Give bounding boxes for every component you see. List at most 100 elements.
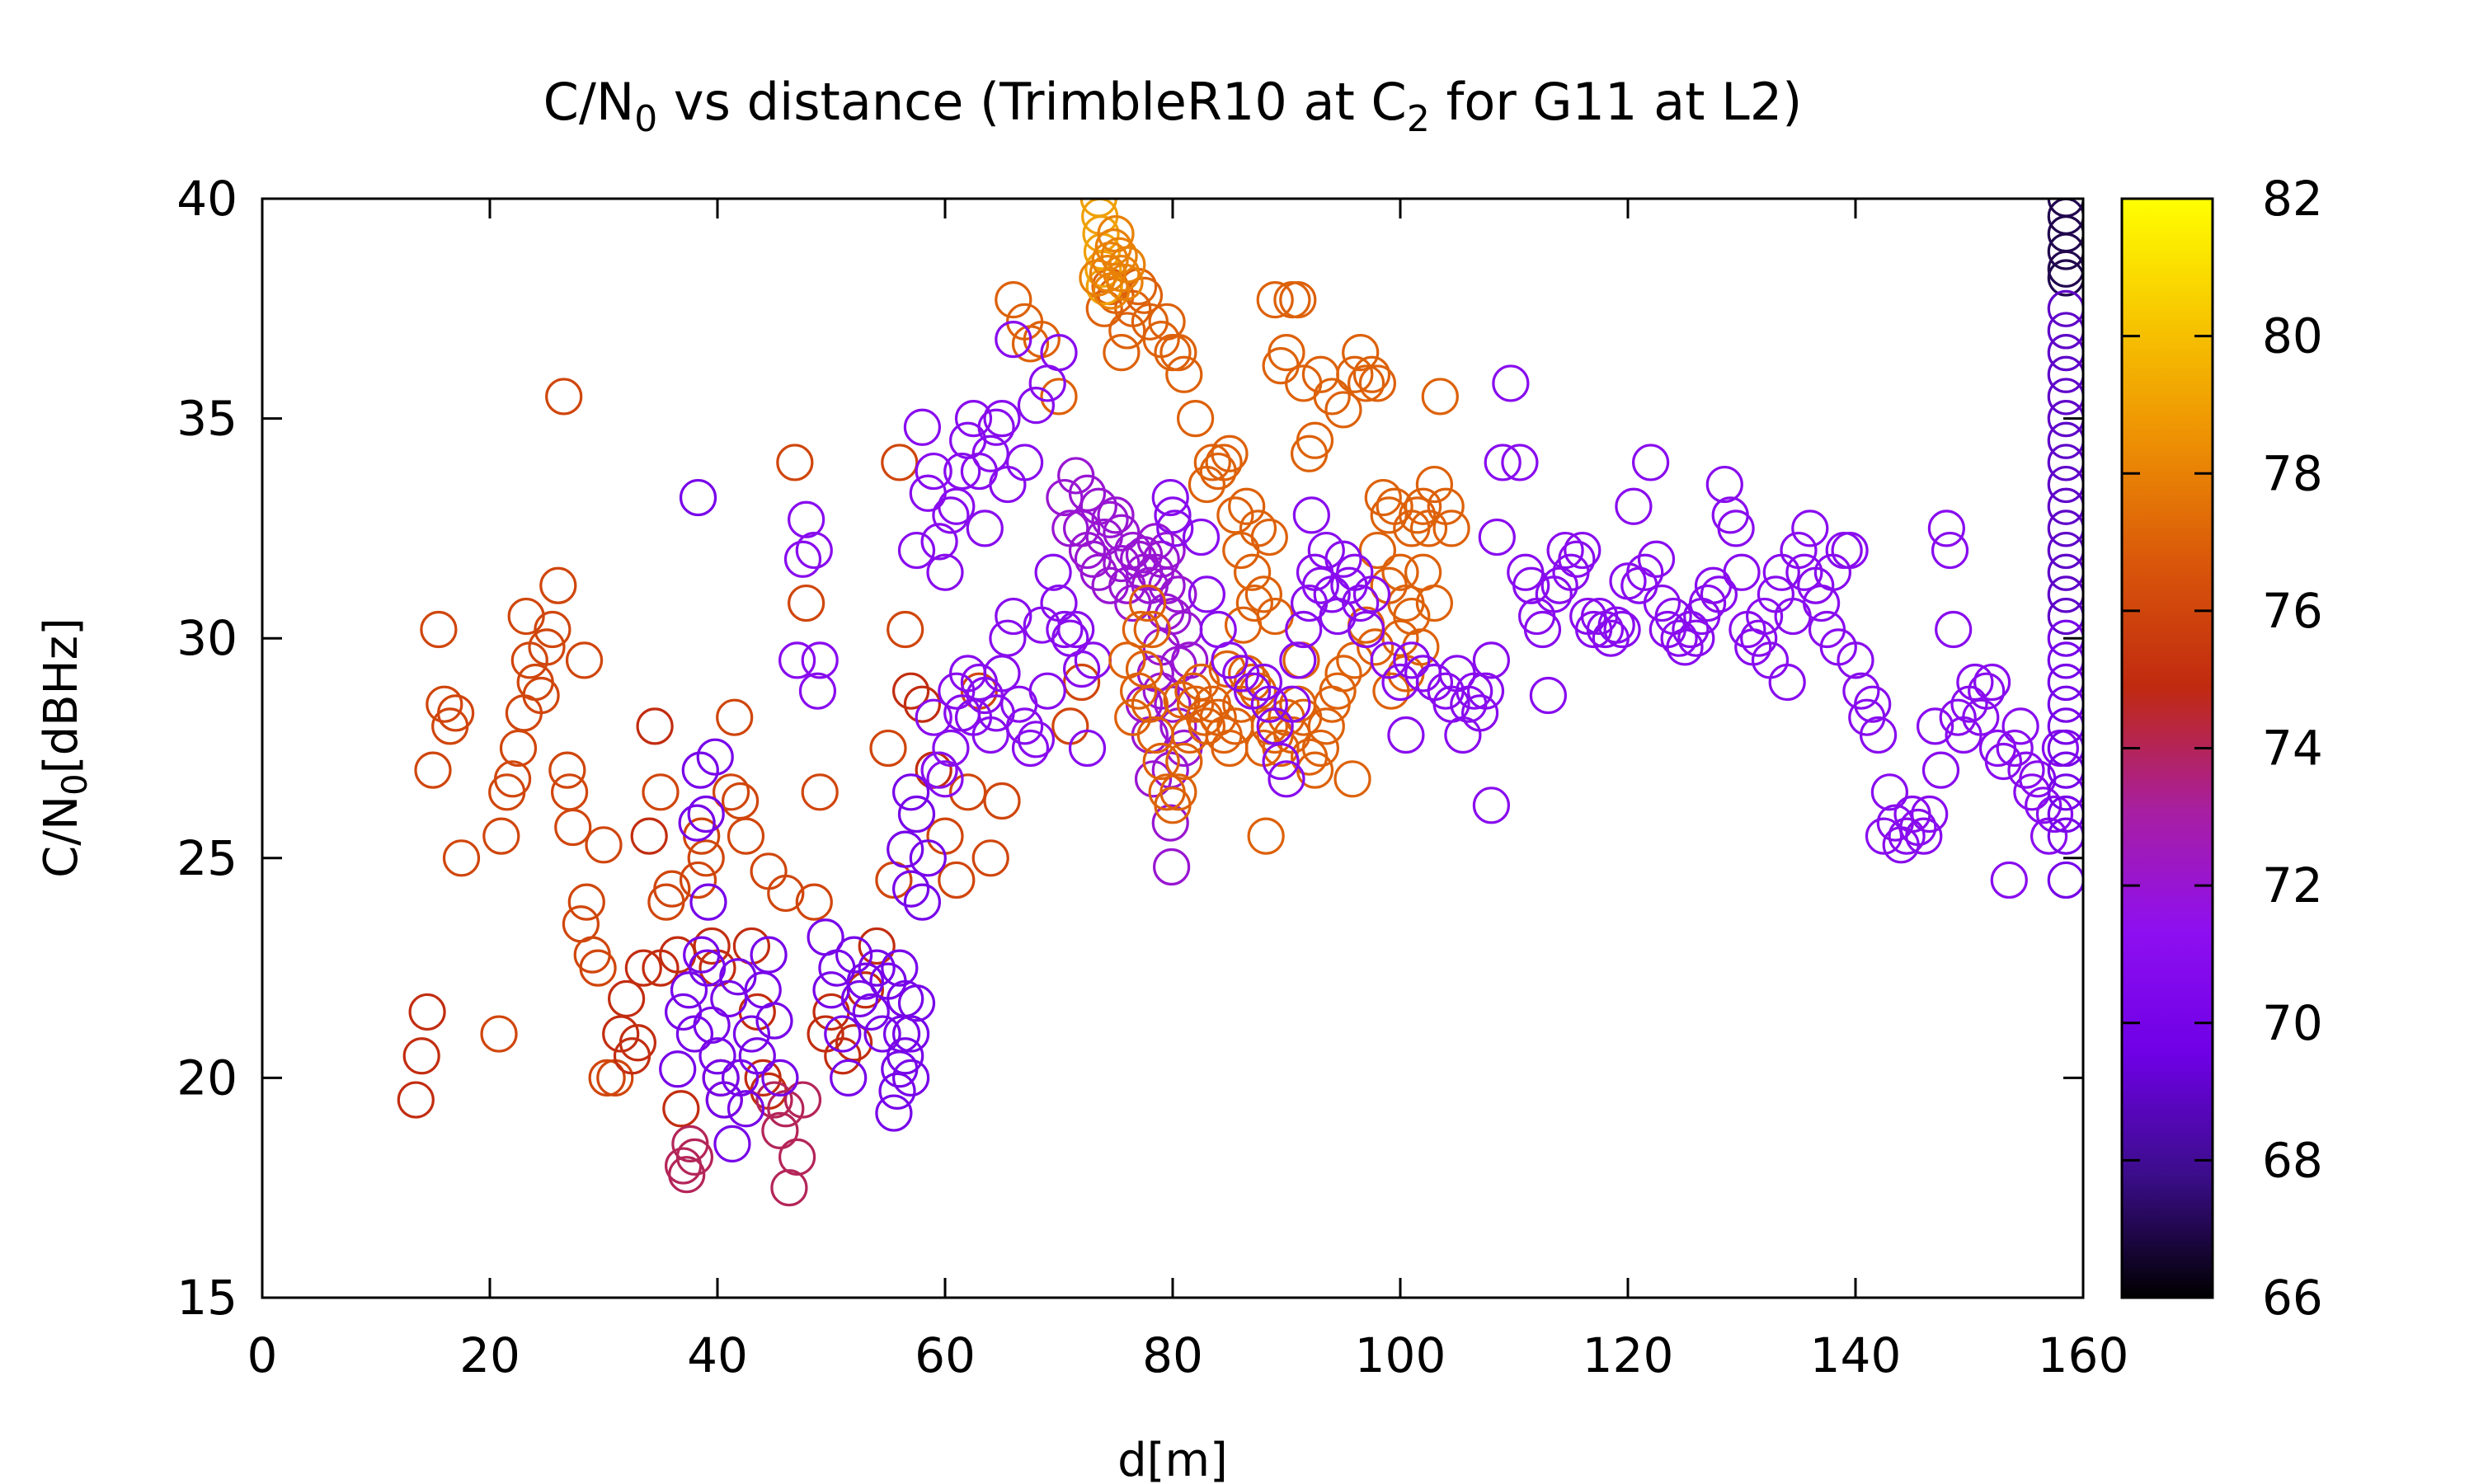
data-point <box>903 685 942 723</box>
data-point <box>1865 817 1903 855</box>
data-point <box>1996 729 2034 768</box>
data-point <box>1301 566 1340 604</box>
data-point <box>2047 232 2083 270</box>
data-point <box>1176 685 1215 723</box>
data-point <box>1740 619 1778 657</box>
data-point <box>1785 553 1823 591</box>
data-point <box>1637 540 1676 578</box>
data-point <box>668 1156 706 1194</box>
data-point <box>840 979 879 1018</box>
x-tick-label: 40 <box>687 1327 748 1383</box>
data-point <box>858 927 896 965</box>
data-point <box>1285 610 1323 649</box>
data-point <box>1968 672 2006 710</box>
data-point <box>1250 685 1288 723</box>
data-point <box>1068 729 1107 768</box>
data-point <box>881 444 919 481</box>
data-point <box>2025 787 2062 824</box>
data-point <box>1705 465 1743 504</box>
data-point <box>1347 610 1385 649</box>
data-point <box>607 979 646 1018</box>
colorbar-tick-label: 78 <box>2262 445 2323 501</box>
data-point <box>1079 487 1117 525</box>
data-point <box>1133 610 1171 649</box>
x-tick-label: 80 <box>1142 1327 1203 1383</box>
data-point <box>1216 496 1254 534</box>
data-point <box>585 826 623 864</box>
y-tick-label: 35 <box>176 391 238 447</box>
data-point <box>1108 312 1146 350</box>
data-point <box>835 1024 873 1062</box>
data-point <box>727 817 765 855</box>
data-point <box>1399 496 1437 534</box>
data-point <box>932 729 970 768</box>
data-point <box>995 321 1032 359</box>
data-point <box>662 1090 700 1128</box>
data-point <box>983 400 1021 438</box>
data-point <box>2047 861 2083 899</box>
data-point <box>1831 531 1869 570</box>
x-tick-label: 100 <box>1355 1327 1446 1383</box>
data-point <box>713 1125 751 1162</box>
data-point <box>1092 272 1131 310</box>
data-point <box>2047 400 2083 438</box>
x-axis-ticks: 0 20 40 60 80 100 120 140 160 <box>247 199 2128 1383</box>
data-point <box>712 773 750 811</box>
data-point <box>1358 531 1397 570</box>
data-point <box>778 1138 816 1176</box>
data-point <box>1040 378 1078 416</box>
data-point <box>2047 250 2083 288</box>
data-point <box>1492 364 1530 402</box>
data-point <box>1005 444 1044 481</box>
data-point <box>755 1081 793 1119</box>
data-point <box>795 883 833 921</box>
data-point <box>727 1090 765 1128</box>
data-point <box>2047 685 2083 723</box>
data-point <box>750 936 788 974</box>
data-point <box>954 400 993 438</box>
data-point <box>653 870 691 908</box>
data-point <box>1159 334 1197 372</box>
data-point <box>705 1081 743 1119</box>
data-point <box>1333 760 1371 798</box>
data-point <box>1854 685 1892 723</box>
colorbar-tick-label: 70 <box>2262 995 2323 1051</box>
data-point <box>480 1015 518 1053</box>
data-point <box>1546 531 1584 570</box>
data-point <box>1404 553 1442 591</box>
data-point <box>1151 804 1189 842</box>
data-point <box>1415 465 1454 504</box>
data-point <box>1017 721 1056 758</box>
data-point <box>548 751 586 789</box>
data-point <box>675 1015 714 1053</box>
data-point <box>1921 751 1960 789</box>
data-point <box>630 817 668 855</box>
title-part-2: vs distance (TrimbleR10 at C <box>657 72 1407 132</box>
data-point <box>719 958 757 996</box>
data-point <box>688 949 727 987</box>
y-tick-label: 15 <box>176 1270 238 1326</box>
data-point <box>545 378 583 416</box>
data-point <box>2047 444 2083 481</box>
data-point <box>824 1015 862 1053</box>
data-point <box>750 852 788 890</box>
data-point <box>565 641 604 679</box>
data-point <box>1631 444 1670 481</box>
data-point <box>1837 641 1874 679</box>
data-point <box>1931 531 1969 570</box>
data-point <box>659 1050 697 1088</box>
data-point <box>881 949 919 987</box>
data-point <box>1268 760 1305 798</box>
data-point <box>528 628 566 666</box>
data-point <box>858 949 896 987</box>
data-point <box>2007 751 2045 789</box>
data-point <box>1905 817 1943 855</box>
data-point <box>721 1059 760 1097</box>
data-point <box>1757 575 1794 613</box>
data-point <box>1062 663 1101 702</box>
data-point <box>1154 496 1192 534</box>
data-point <box>1472 641 1511 679</box>
data-point <box>693 927 731 965</box>
data-point <box>1381 619 1419 657</box>
data-point <box>499 729 538 768</box>
